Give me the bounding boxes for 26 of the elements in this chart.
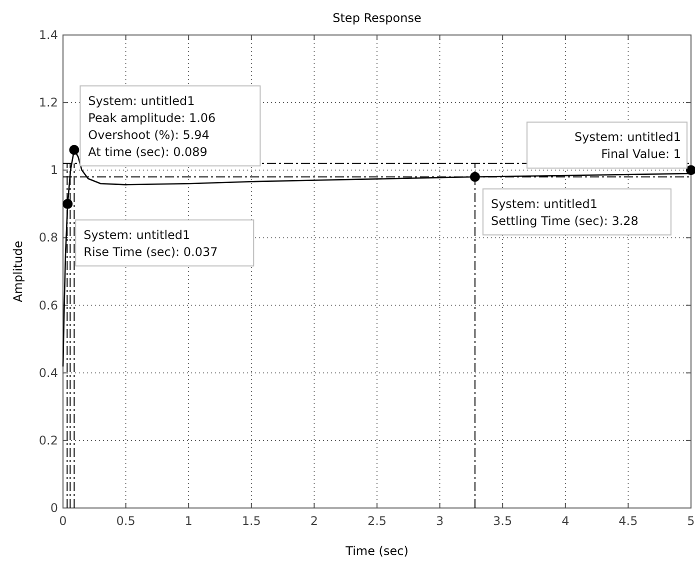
x-tick-label: 2.5 <box>367 514 387 528</box>
y-axis-title: Amplitude <box>11 240 25 302</box>
annotation: System: untitled1 Peak amplitude: 1.06 Overshoot (%): 5.94 At time (sec): 0.089 <box>88 94 216 159</box>
annotation: System: untitled1 Rise Time (sec): 0.037 <box>84 228 218 259</box>
y-tick-label: 1 <box>50 163 58 178</box>
annotation: System: untitled1 Final Value: 1 <box>574 130 681 162</box>
x-tick-label: 0 <box>59 514 67 528</box>
x-tick-label: 0.5 <box>116 514 136 528</box>
y-tick-label: 0.8 <box>38 230 58 245</box>
x-tick-label: 5 <box>687 514 695 528</box>
y-tick-label: 0 <box>50 501 58 515</box>
annotation: System: untitled1 Settling Time (sec): 3.28 <box>490 196 638 228</box>
x-tick-label: 3 <box>436 514 444 528</box>
x-tick-label: 4.5 <box>618 514 638 528</box>
y-tick-label: 1.2 <box>38 96 58 110</box>
y-tick-label: 1.4 <box>38 28 58 42</box>
x-tick-label: 3.5 <box>493 514 512 528</box>
x-tick-label: 1.5 <box>242 514 261 528</box>
x-tick-label: 4 <box>562 514 570 528</box>
x-tick-label: 1 <box>184 514 192 528</box>
y-tick-label: 0.2 <box>38 433 58 448</box>
x-axis-title: Time (sec) <box>344 544 408 558</box>
x-tick-label: 2 <box>310 514 318 528</box>
chart-title: Step Response <box>332 11 422 25</box>
y-tick-label: 0.4 <box>38 366 58 380</box>
y-tick-label: 0.6 <box>38 298 58 312</box>
